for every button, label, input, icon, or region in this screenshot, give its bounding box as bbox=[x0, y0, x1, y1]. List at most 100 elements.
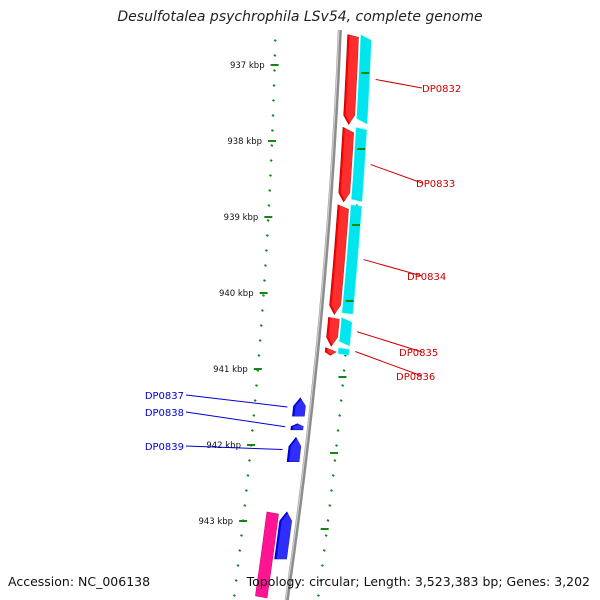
outer-tick-dot bbox=[330, 489, 333, 492]
inner-tick-dot bbox=[246, 474, 250, 477]
inner-tick-dot bbox=[264, 249, 268, 252]
gene-leader-line bbox=[185, 411, 286, 428]
inner-tick-dot bbox=[263, 279, 266, 282]
kbp-tick-label: 939 kbp bbox=[224, 213, 259, 223]
gene-leader-line bbox=[355, 351, 423, 377]
accession-text: Accession: NC_006138 bbox=[8, 574, 151, 589]
gene-label: DP0834 bbox=[363, 259, 446, 283]
gene-name: DP0834 bbox=[407, 272, 446, 283]
rna-feature-band bbox=[255, 511, 279, 599]
kbp-tick-label: 941 kbp bbox=[213, 365, 248, 375]
gene-label: DP0833 bbox=[370, 164, 455, 190]
kbp-tick-label: 943 kbp bbox=[198, 517, 233, 527]
inner-tick-dot bbox=[250, 429, 254, 432]
gene-name: DP0836 bbox=[396, 372, 435, 383]
inner-tick-dot bbox=[272, 99, 275, 102]
gene-arrow-shine bbox=[328, 317, 342, 347]
gene-label: DP0838 bbox=[145, 408, 286, 428]
gene-leader-line bbox=[363, 259, 423, 277]
gene-name: DP0839 bbox=[145, 442, 184, 453]
gene-name: DP0838 bbox=[145, 408, 184, 419]
inner-tick-dot bbox=[260, 309, 264, 312]
inner-tick-dot bbox=[258, 339, 262, 342]
outer-tick-dot bbox=[339, 399, 343, 402]
map-title: Desulfotalea psychrophila LSv54, complet… bbox=[117, 9, 483, 25]
sequence-backbone bbox=[284, 29, 342, 600]
outer-tick-dot bbox=[322, 549, 326, 552]
gene-shadow-band bbox=[341, 204, 363, 315]
gene-arrow-shine bbox=[292, 423, 306, 430]
gene-arrow bbox=[274, 511, 293, 560]
gene-arrow-shine bbox=[345, 34, 361, 125]
axis-tick-layer: 937 kbp 938 kbp 939 kbp 940 kbp 941 kbp 942 k… bbox=[198, 61, 370, 530]
outer-tick-dot bbox=[324, 534, 328, 537]
inner-tick-dot bbox=[243, 504, 247, 507]
gene-arrow-shine bbox=[340, 127, 356, 202]
inner-tick-dot bbox=[271, 114, 275, 117]
inner-tick-dot bbox=[255, 384, 258, 387]
inner-tick-dot bbox=[262, 294, 265, 297]
inner-tick-dot bbox=[232, 594, 236, 597]
gene-arrow-shine bbox=[289, 437, 303, 462]
gene-leader-line bbox=[185, 445, 283, 451]
outer-tick-dot bbox=[333, 459, 337, 462]
outer-tick-dot bbox=[328, 504, 332, 507]
inner-tick-dot bbox=[269, 174, 272, 177]
outer-tick-dot bbox=[326, 519, 330, 522]
gene-feature bbox=[290, 423, 306, 431]
gene-arrow bbox=[290, 423, 304, 431]
gene-leader-line bbox=[185, 394, 288, 408]
kbp-tick-label: 942 kbp bbox=[206, 441, 241, 451]
kbp-tick-label: 938 kbp bbox=[227, 137, 262, 147]
inner-tick-dot bbox=[273, 69, 276, 72]
gene-feature bbox=[338, 126, 368, 203]
inner-tick-dot bbox=[270, 129, 274, 132]
gene-shadow-band bbox=[351, 127, 368, 203]
inner-tick-dot bbox=[270, 144, 274, 147]
outer-tick-dot bbox=[343, 354, 347, 357]
track-layer bbox=[255, 29, 372, 600]
gene-feature bbox=[274, 511, 294, 560]
gene-arrow bbox=[329, 204, 349, 315]
sequence-backbone-highlight bbox=[285, 29, 340, 600]
gene-name: DP0835 bbox=[399, 348, 438, 359]
gene-arrow bbox=[324, 347, 337, 356]
gene-label: DP0835 bbox=[357, 331, 438, 359]
inner-tick-dot bbox=[240, 534, 243, 537]
inner-tick-dot bbox=[264, 264, 267, 267]
inner-tick-dot bbox=[253, 399, 257, 402]
outer-tick-dot bbox=[341, 384, 345, 387]
gene-arrow-shine bbox=[276, 511, 294, 559]
gene-label: DP0836 bbox=[355, 351, 435, 383]
topology-text: Topology: circular; Length: 3,523,383 bp… bbox=[246, 574, 590, 589]
gene-feature bbox=[292, 397, 308, 417]
inner-tick-dot bbox=[252, 414, 256, 417]
inner-tick-dot bbox=[273, 39, 277, 42]
inner-tick-dot bbox=[265, 234, 269, 237]
inner-tick-dot bbox=[268, 189, 272, 192]
inner-tick-dot bbox=[234, 579, 238, 582]
gene-name: DP0833 bbox=[416, 179, 455, 190]
gene-arrow bbox=[343, 34, 359, 125]
kbp-tick-label: 940 kbp bbox=[219, 289, 254, 299]
gene-label: DP0832 bbox=[375, 78, 461, 95]
gene-feature bbox=[326, 316, 353, 347]
gene-arrow-shine bbox=[294, 397, 308, 417]
inner-tick-dot bbox=[257, 354, 261, 357]
gene-feature bbox=[286, 436, 303, 463]
gene-arrow bbox=[326, 316, 340, 347]
gene-arrow bbox=[292, 397, 306, 417]
outer-tick-dot bbox=[331, 474, 335, 477]
inner-tick-dot bbox=[266, 219, 270, 222]
outer-tick-dot bbox=[335, 444, 338, 447]
outer-tick-dot bbox=[342, 369, 346, 372]
gene-shadow-band bbox=[338, 316, 353, 347]
outer-tick-dot bbox=[336, 429, 340, 432]
inner-tick-dot bbox=[236, 564, 240, 567]
gene-shadow-band bbox=[356, 34, 372, 125]
gene-feature bbox=[324, 347, 350, 356]
gene-arrow-shine bbox=[331, 204, 351, 315]
gene-feature bbox=[343, 34, 372, 125]
